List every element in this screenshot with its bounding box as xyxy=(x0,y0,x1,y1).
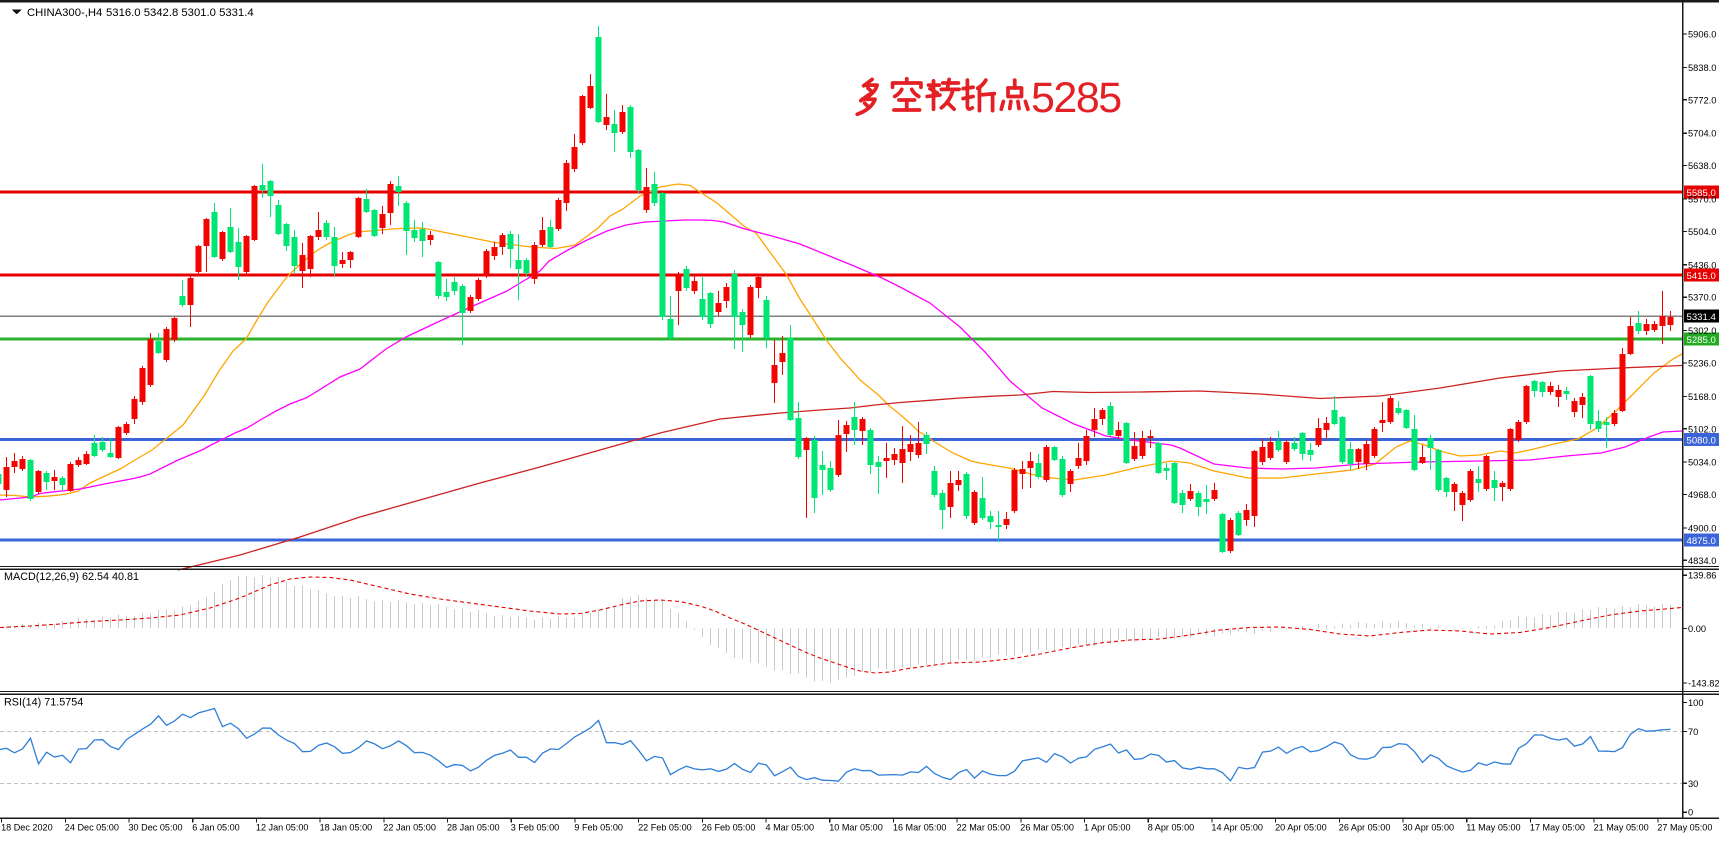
svg-text:5906.0: 5906.0 xyxy=(1688,30,1716,40)
svg-text:22 Mar 05:00: 22 Mar 05:00 xyxy=(957,823,1011,833)
svg-text:4834.0: 4834.0 xyxy=(1688,556,1716,566)
svg-text:5285.0: 5285.0 xyxy=(1687,335,1716,346)
svg-text:100: 100 xyxy=(1688,698,1704,708)
svg-text:0: 0 xyxy=(1688,808,1693,818)
svg-text:14 Apr 05:00: 14 Apr 05:00 xyxy=(1211,823,1263,833)
svg-text:4900.0: 4900.0 xyxy=(1688,523,1716,533)
svg-text:5370.0: 5370.0 xyxy=(1688,293,1716,303)
svg-text:30 Dec 05:00: 30 Dec 05:00 xyxy=(129,823,183,833)
svg-text:5772.0: 5772.0 xyxy=(1688,95,1716,105)
svg-text:24 Dec 05:00: 24 Dec 05:00 xyxy=(65,823,119,833)
svg-text:5034.0: 5034.0 xyxy=(1688,458,1716,468)
svg-text:5331.4: 5331.4 xyxy=(1687,312,1717,323)
svg-text:26 Apr 05:00: 26 Apr 05:00 xyxy=(1339,823,1391,833)
svg-text:27 May 05:00: 27 May 05:00 xyxy=(1657,823,1712,833)
svg-text:5236.0: 5236.0 xyxy=(1688,359,1716,369)
svg-text:22 Feb 05:00: 22 Feb 05:00 xyxy=(638,823,692,833)
svg-text:30: 30 xyxy=(1688,779,1698,789)
svg-text:21 May 05:00: 21 May 05:00 xyxy=(1594,823,1649,833)
svg-text:4968.0: 4968.0 xyxy=(1688,490,1716,500)
svg-text:30 Apr 05:00: 30 Apr 05:00 xyxy=(1403,823,1455,833)
svg-text:5302.0: 5302.0 xyxy=(1688,326,1716,336)
svg-text:11 May 05:00: 11 May 05:00 xyxy=(1466,823,1520,833)
svg-text:70: 70 xyxy=(1688,727,1698,737)
svg-text:RSI(14) 71.5754: RSI(14) 71.5754 xyxy=(4,697,83,709)
svg-text:-143.82: -143.82 xyxy=(1688,679,1719,689)
svg-text:12 Jan 05:00: 12 Jan 05:00 xyxy=(256,823,309,833)
svg-text:CHINA300-,H4: CHINA300-,H4 xyxy=(27,7,102,19)
svg-text:9 Feb 05:00: 9 Feb 05:00 xyxy=(574,823,623,833)
svg-text:5168.0: 5168.0 xyxy=(1688,392,1716,402)
svg-text:8 Apr 05:00: 8 Apr 05:00 xyxy=(1148,823,1195,833)
svg-text:17 May 05:00: 17 May 05:00 xyxy=(1530,823,1585,833)
svg-text:139.86: 139.86 xyxy=(1688,571,1716,581)
svg-text:5102.0: 5102.0 xyxy=(1688,424,1716,434)
svg-text:22 Jan 05:00: 22 Jan 05:00 xyxy=(383,823,436,833)
svg-text:5570.0: 5570.0 xyxy=(1688,195,1716,205)
svg-text:5838.0: 5838.0 xyxy=(1688,63,1716,73)
svg-text:26 Feb 05:00: 26 Feb 05:00 xyxy=(702,823,756,833)
svg-text:18 Dec 2020: 18 Dec 2020 xyxy=(1,823,53,833)
svg-text:3 Feb 05:00: 3 Feb 05:00 xyxy=(511,823,560,833)
svg-text:20 Apr 05:00: 20 Apr 05:00 xyxy=(1275,823,1327,833)
svg-text:18 Jan 05:00: 18 Jan 05:00 xyxy=(320,823,373,833)
svg-text:MACD(12,26,9) 62.54 40.81: MACD(12,26,9) 62.54 40.81 xyxy=(4,571,139,583)
svg-text:5285: 5285 xyxy=(1031,74,1121,122)
svg-text:5436.0: 5436.0 xyxy=(1688,260,1716,270)
svg-text:5080.0: 5080.0 xyxy=(1687,435,1716,446)
svg-text:4 Mar 05:00: 4 Mar 05:00 xyxy=(766,823,815,833)
svg-text:5704.0: 5704.0 xyxy=(1688,129,1716,139)
svg-text:5415.0: 5415.0 xyxy=(1687,271,1716,282)
svg-text:5504.0: 5504.0 xyxy=(1688,227,1716,237)
svg-text:4875.0: 4875.0 xyxy=(1687,536,1716,547)
svg-text:6 Jan 05:00: 6 Jan 05:00 xyxy=(192,823,240,833)
svg-text:28 Jan 05:00: 28 Jan 05:00 xyxy=(447,823,500,833)
svg-text:10 Mar 05:00: 10 Mar 05:00 xyxy=(829,823,883,833)
svg-text:16 Mar 05:00: 16 Mar 05:00 xyxy=(893,823,947,833)
svg-text:5585.0: 5585.0 xyxy=(1687,188,1716,199)
svg-text:5638.0: 5638.0 xyxy=(1688,161,1716,171)
svg-text:26 Mar 05:00: 26 Mar 05:00 xyxy=(1020,823,1074,833)
svg-text:5316.0 5342.8 5301.0 5331.4: 5316.0 5342.8 5301.0 5331.4 xyxy=(106,7,254,19)
svg-text:1 Apr 05:00: 1 Apr 05:00 xyxy=(1084,823,1131,833)
svg-text:0.00: 0.00 xyxy=(1688,624,1706,634)
